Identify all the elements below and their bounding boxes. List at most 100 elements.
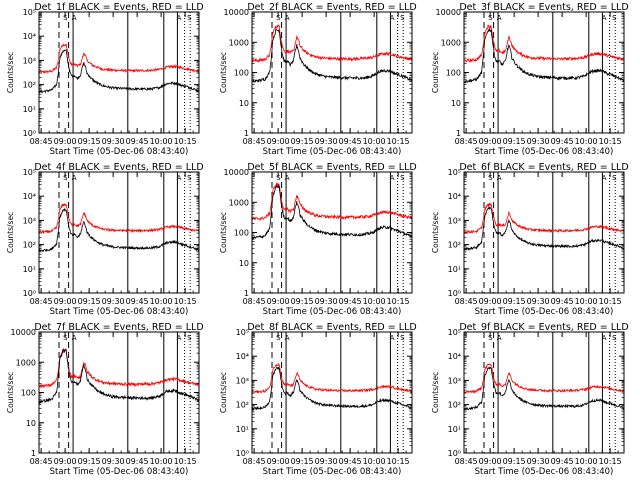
marker-letter: A — [72, 334, 77, 342]
x-tick-label: 09:00 — [267, 297, 290, 306]
plot-frame — [463, 171, 625, 294]
y-tick-label: 10⁰ — [448, 289, 461, 298]
y-tick-label: 1000 — [16, 358, 36, 367]
marker-letter: S — [187, 334, 192, 342]
x-tick-label: 10:00 — [575, 137, 598, 146]
lld-series-line — [252, 362, 412, 394]
y-axis-label: Counts/sec — [6, 212, 15, 253]
y-tick-label: 10⁵ — [23, 8, 36, 17]
lld-series-line — [464, 24, 624, 64]
marker-letter: A — [285, 14, 290, 22]
panel-title: Det_4f BLACK = Events, RED = LLD — [34, 162, 203, 173]
x-tick-label: 10:15 — [174, 137, 197, 146]
marker-letter: A — [72, 14, 77, 22]
plot-frame — [38, 171, 200, 294]
y-tick-label: 10³ — [23, 56, 36, 65]
y-tick-label: 10⁴ — [448, 352, 461, 361]
y-tick-label: 10¹ — [448, 425, 461, 434]
x-tick-label: 08:45 — [455, 137, 478, 146]
y-tick-label: 1 — [31, 449, 36, 458]
marker-letter: A — [177, 174, 182, 182]
x-tick-label: 09:00 — [54, 137, 77, 146]
x-tick-label: 10:00 — [150, 297, 173, 306]
x-tick-label: 10:15 — [387, 457, 410, 466]
lld-series-line — [252, 182, 412, 222]
events-series-line — [252, 366, 412, 412]
x-axis-label: Start Time (05-Dec-06 08:43:40) — [475, 467, 614, 477]
y-tick-label: 100 — [446, 69, 461, 78]
y-tick-label: 10 — [451, 99, 461, 108]
events-series-line — [39, 348, 199, 405]
x-tick-label: 09:45 — [339, 137, 362, 146]
y-axis-label: Counts/sec — [431, 52, 440, 93]
y-tick-label: 1000 — [229, 38, 249, 47]
events-series-line — [252, 184, 412, 241]
x-tick-label: 10:15 — [174, 457, 197, 466]
y-tick-label: 10³ — [448, 376, 461, 385]
marker-letter: S — [488, 174, 493, 182]
marker-letter: S — [276, 334, 281, 342]
y-tick-label: 10 — [239, 259, 249, 268]
lld-series-line — [464, 202, 624, 235]
lld-series-line — [464, 363, 624, 394]
x-tick-label: 10:15 — [387, 137, 410, 146]
x-tick-label: 08:45 — [243, 297, 266, 306]
x-tick-label: 09:30 — [527, 457, 550, 466]
panel-title: Det_2f BLACK = Events, RED = LLD — [247, 2, 416, 13]
y-axis-label: Counts/sec — [219, 212, 228, 253]
y-tick-label: 10⁰ — [236, 449, 249, 458]
x-tick-label: 09:00 — [479, 137, 502, 146]
y-axis-label: Counts/sec — [431, 212, 440, 253]
events-series-line — [39, 48, 199, 94]
y-tick-label: 10¹ — [236, 425, 249, 434]
y-axis-label: Counts/sec — [219, 52, 228, 93]
x-tick-label: 09:45 — [126, 297, 149, 306]
events-series-line — [464, 205, 624, 251]
events-series-line — [464, 27, 624, 84]
y-tick-label: 10⁰ — [23, 289, 36, 298]
x-tick-label: 09:00 — [54, 297, 77, 306]
x-tick-label: 09:15 — [291, 137, 314, 146]
lld-series-line — [252, 24, 412, 64]
x-tick-label: 09:30 — [527, 297, 550, 306]
y-tick-label: 10² — [23, 241, 36, 250]
x-tick-label: 09:15 — [78, 297, 101, 306]
panel-title: Det_8f BLACK = Events, RED = LLD — [247, 322, 416, 333]
panel-title: Det_6f BLACK = Events, RED = LLD — [459, 162, 628, 173]
x-tick-label: 10:15 — [387, 297, 410, 306]
x-tick-label: 09:45 — [126, 457, 149, 466]
events-series-line — [252, 28, 412, 84]
x-tick-label: 08:45 — [30, 297, 53, 306]
x-tick-label: 08:45 — [455, 297, 478, 306]
x-tick-label: 09:30 — [102, 137, 125, 146]
x-tick-label: 09:15 — [78, 137, 101, 146]
marker-letter: S — [400, 174, 405, 182]
marker-letter: S — [612, 174, 617, 182]
marker-letter: A — [285, 174, 290, 182]
y-tick-label: 10² — [236, 401, 249, 410]
marker-letter: A — [390, 14, 395, 22]
marker-letter: A — [390, 334, 395, 342]
marker-letter: S — [63, 334, 68, 342]
x-axis-label: Start Time (05-Dec-06 08:43:40) — [263, 147, 402, 157]
y-tick-label: 10¹ — [23, 105, 36, 114]
x-tick-label: 08:45 — [30, 137, 53, 146]
y-axis-label: Counts/sec — [219, 372, 228, 413]
marker-letter: A — [497, 14, 502, 22]
x-tick-label: 10:00 — [363, 137, 386, 146]
marker-letter: A — [72, 174, 77, 182]
x-tick-label: 09:15 — [78, 457, 101, 466]
x-tick-label: 09:00 — [267, 137, 290, 146]
panel-title: Det_5f BLACK = Events, RED = LLD — [247, 162, 416, 173]
y-tick-label: 100 — [21, 389, 36, 398]
panel-title: Det_1f BLACK = Events, RED = LLD — [34, 2, 203, 13]
x-tick-label: 09:00 — [54, 457, 77, 466]
marker-letter: S — [187, 174, 192, 182]
x-tick-label: 10:15 — [599, 297, 622, 306]
x-tick-label: 09:45 — [551, 137, 574, 146]
